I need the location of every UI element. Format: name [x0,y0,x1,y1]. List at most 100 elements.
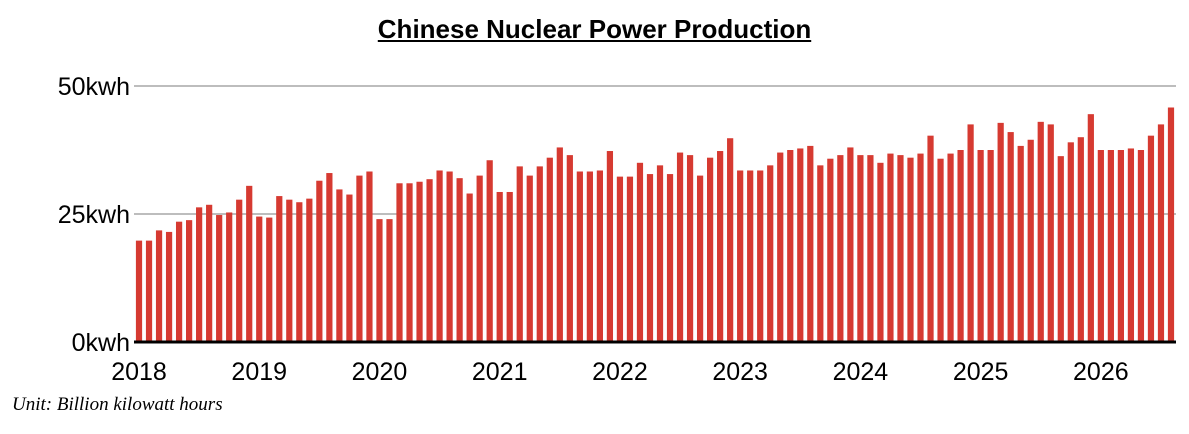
bar [306,198,313,342]
bar [837,155,844,342]
bar [296,202,303,342]
bar [196,207,203,342]
bar [1157,124,1165,343]
bar [456,178,463,342]
bar [1067,142,1074,342]
bar [1027,139,1034,342]
bar [706,157,714,342]
bar [135,240,143,342]
bar [496,191,503,342]
bar [586,171,593,342]
bar [997,122,1004,342]
x-tick-label: 2021 [472,358,528,386]
bar [847,147,854,342]
bar [676,152,684,342]
bar [957,150,964,342]
bar [867,155,874,342]
x-tick-label: 2026 [1073,358,1129,386]
y-tick-label: 0kwh [72,329,130,357]
bar [336,189,343,342]
bar [356,175,363,342]
x-tick-label: 2019 [231,358,287,386]
y-tick-label: 50kwh [58,73,130,101]
bar [1117,150,1125,342]
bar [686,155,694,342]
bar [506,191,513,342]
bar [877,162,884,342]
bar [947,153,954,342]
bar [1037,121,1044,342]
bar [626,176,634,342]
bar [476,175,483,342]
bar [636,162,644,342]
bar [316,180,323,342]
x-tick-label: 2020 [352,358,408,386]
bar [1007,132,1014,342]
bar [286,199,293,342]
bar [366,171,373,342]
x-tick-label: 2024 [833,358,889,386]
bar [1087,114,1094,342]
bar [145,240,153,342]
bar [1097,150,1104,342]
x-tick-label: 2022 [592,358,648,386]
bar [536,166,543,342]
bar [757,170,764,342]
bar [276,196,283,342]
bar [266,217,273,342]
bar [717,151,724,342]
bar [646,174,654,342]
bar [566,155,573,342]
bar [216,215,223,342]
bar [326,173,333,342]
bar [656,165,664,342]
bar [185,220,193,342]
bar [747,170,754,342]
bar [386,219,393,342]
bar [1127,148,1135,342]
bar [446,171,453,342]
x-tick-label: 2025 [953,358,1009,386]
unit-note: Unit: Billion kilowatt hours [12,394,223,415]
bar [967,124,974,343]
bar [236,199,243,342]
bar [526,175,533,342]
bar [596,170,604,342]
bar [797,148,804,342]
bar [406,183,413,342]
bar [486,160,493,342]
bar [897,155,904,342]
bar [396,183,403,342]
bar [1137,150,1145,342]
bar [666,174,674,342]
bar [556,147,563,342]
bar [546,157,553,342]
bar [917,153,924,342]
bar [256,216,263,342]
bar [1017,145,1024,342]
bar [516,166,523,342]
bar [416,181,423,342]
bar [767,165,774,342]
bar [907,157,914,342]
bar [1167,107,1175,342]
bar [376,219,383,342]
bar [436,170,443,342]
bar [165,231,173,342]
bar [807,145,814,342]
bar [857,155,864,342]
bar [787,150,794,342]
bar [466,193,473,342]
x-tick-label: 2018 [111,358,167,386]
bar [155,230,163,342]
bar [727,138,734,342]
bar [576,171,583,342]
bar [426,179,433,342]
bar [206,204,213,342]
bar [777,152,784,342]
bar [606,151,614,342]
bar [927,135,934,342]
bar [175,221,183,342]
bar [1107,150,1114,342]
